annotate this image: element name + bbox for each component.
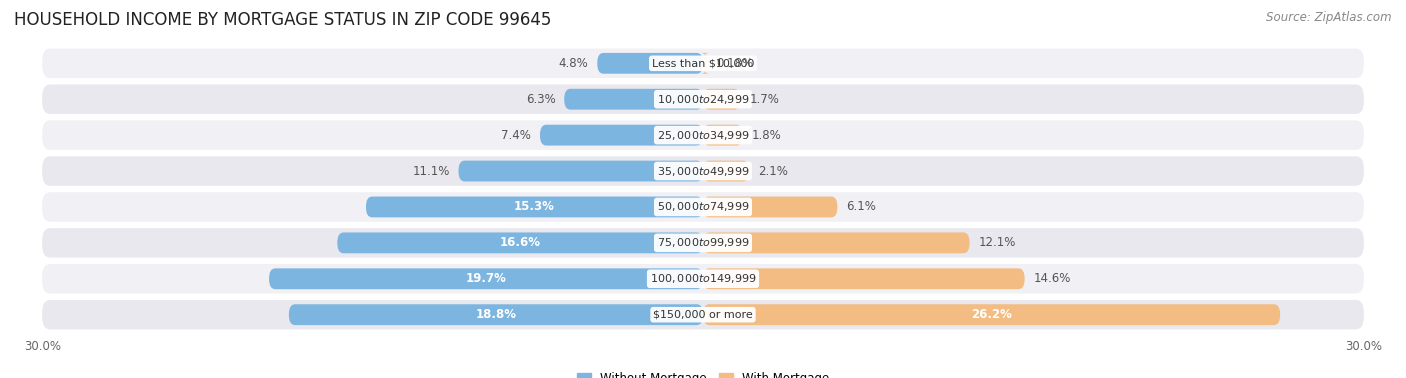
Text: 4.8%: 4.8%: [558, 57, 589, 70]
FancyBboxPatch shape: [42, 85, 1364, 114]
Text: $75,000 to $99,999: $75,000 to $99,999: [657, 236, 749, 249]
FancyBboxPatch shape: [269, 268, 703, 289]
Text: 1.7%: 1.7%: [749, 93, 779, 106]
FancyBboxPatch shape: [703, 304, 1279, 325]
FancyBboxPatch shape: [337, 232, 703, 253]
FancyBboxPatch shape: [42, 156, 1364, 186]
FancyBboxPatch shape: [42, 49, 1364, 78]
Text: 2.1%: 2.1%: [758, 164, 787, 178]
Text: 19.7%: 19.7%: [465, 272, 506, 285]
Text: 7.4%: 7.4%: [502, 129, 531, 142]
FancyBboxPatch shape: [700, 53, 709, 74]
FancyBboxPatch shape: [540, 125, 703, 146]
FancyBboxPatch shape: [703, 268, 1025, 289]
Text: $25,000 to $34,999: $25,000 to $34,999: [657, 129, 749, 142]
Text: 11.1%: 11.1%: [412, 164, 450, 178]
FancyBboxPatch shape: [42, 228, 1364, 257]
Text: 6.3%: 6.3%: [526, 93, 555, 106]
Text: 0.18%: 0.18%: [716, 57, 752, 70]
FancyBboxPatch shape: [42, 121, 1364, 150]
FancyBboxPatch shape: [703, 197, 838, 217]
Text: $10,000 to $24,999: $10,000 to $24,999: [657, 93, 749, 106]
FancyBboxPatch shape: [703, 125, 742, 146]
FancyBboxPatch shape: [564, 89, 703, 110]
Text: $100,000 to $149,999: $100,000 to $149,999: [650, 272, 756, 285]
Text: $50,000 to $74,999: $50,000 to $74,999: [657, 200, 749, 214]
FancyBboxPatch shape: [703, 232, 970, 253]
Text: Less than $10,000: Less than $10,000: [652, 58, 754, 68]
FancyBboxPatch shape: [42, 192, 1364, 222]
Legend: Without Mortgage, With Mortgage: Without Mortgage, With Mortgage: [572, 367, 834, 378]
Text: 1.8%: 1.8%: [751, 129, 782, 142]
FancyBboxPatch shape: [458, 161, 703, 181]
Text: 16.6%: 16.6%: [499, 236, 541, 249]
Text: 18.8%: 18.8%: [475, 308, 516, 321]
Text: 12.1%: 12.1%: [979, 236, 1015, 249]
Text: Source: ZipAtlas.com: Source: ZipAtlas.com: [1267, 11, 1392, 24]
Text: 15.3%: 15.3%: [515, 200, 555, 214]
FancyBboxPatch shape: [703, 161, 749, 181]
FancyBboxPatch shape: [288, 304, 703, 325]
FancyBboxPatch shape: [598, 53, 703, 74]
Text: $35,000 to $49,999: $35,000 to $49,999: [657, 164, 749, 178]
Text: 14.6%: 14.6%: [1033, 272, 1071, 285]
Text: HOUSEHOLD INCOME BY MORTGAGE STATUS IN ZIP CODE 99645: HOUSEHOLD INCOME BY MORTGAGE STATUS IN Z…: [14, 11, 551, 29]
Text: $150,000 or more: $150,000 or more: [654, 310, 752, 320]
FancyBboxPatch shape: [366, 197, 703, 217]
FancyBboxPatch shape: [42, 300, 1364, 329]
FancyBboxPatch shape: [703, 89, 741, 110]
FancyBboxPatch shape: [42, 264, 1364, 293]
Text: 6.1%: 6.1%: [846, 200, 876, 214]
Text: 26.2%: 26.2%: [972, 308, 1012, 321]
